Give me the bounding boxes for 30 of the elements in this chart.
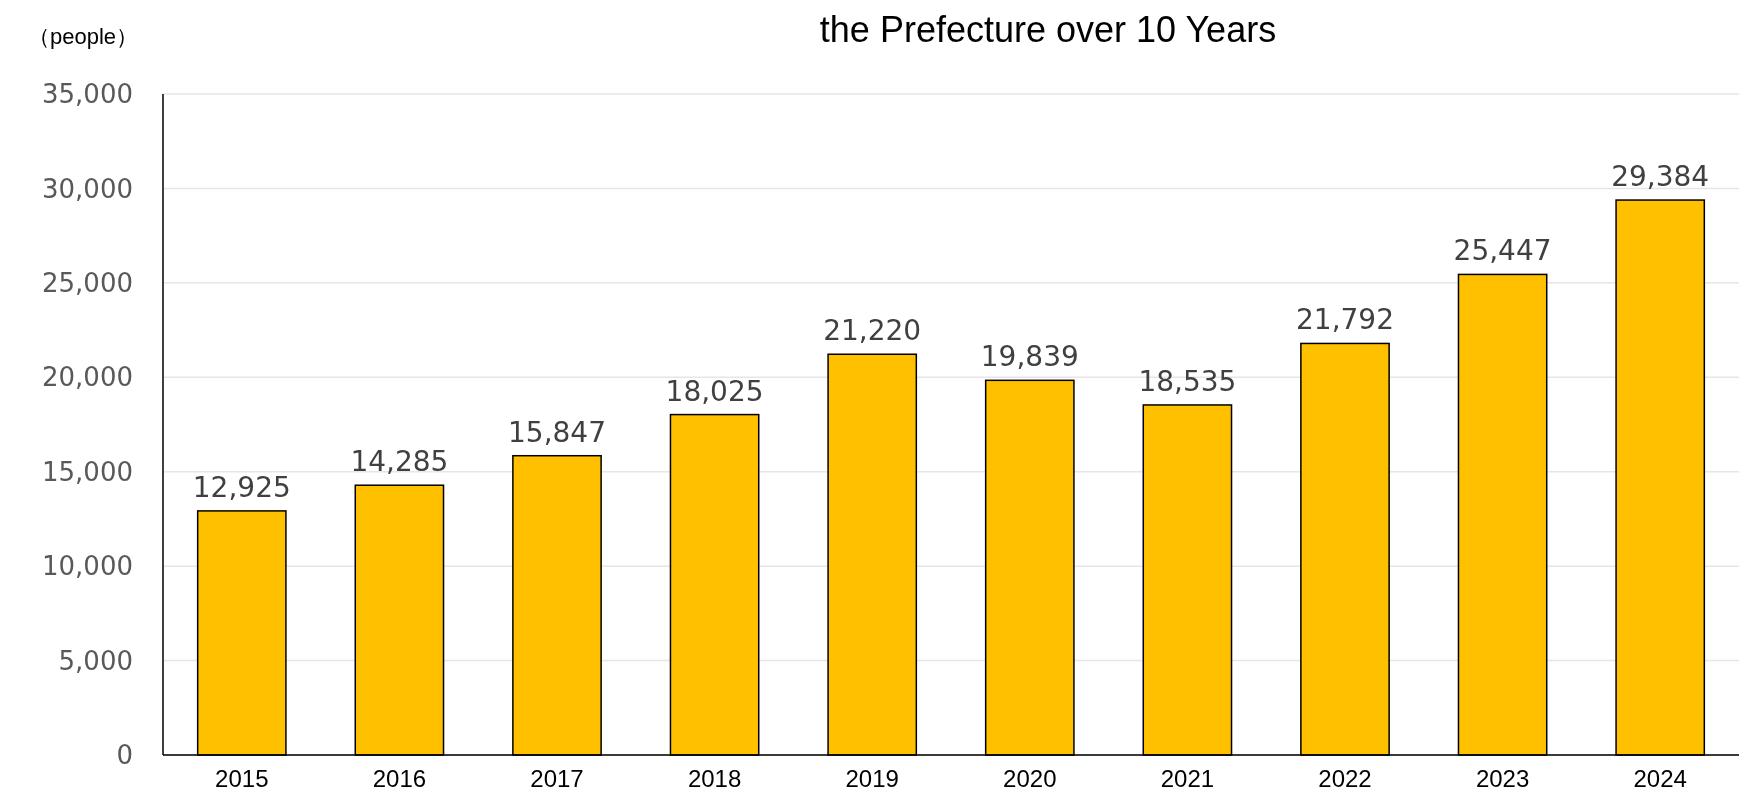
x-tick-label: 2018 — [687, 765, 742, 792]
x-tick-label: 2017 — [530, 765, 584, 792]
y-tick-label: 30,000 — [42, 173, 133, 204]
data-label: 15,847 — [508, 415, 606, 449]
data-label: 19,839 — [980, 340, 1079, 374]
x-tick-label: 2023 — [1475, 765, 1530, 792]
data-label: 21,792 — [1296, 303, 1394, 337]
data-label: 12,925 — [192, 470, 291, 504]
data-label: 21,220 — [823, 314, 922, 348]
x-tick-label: 2024 — [1633, 765, 1687, 792]
y-tick-label: 20,000 — [42, 362, 133, 393]
y-tick-label: 0 — [116, 740, 133, 771]
data-label: 14,285 — [350, 445, 449, 479]
x-tick-label: 2022 — [1318, 765, 1372, 792]
y-axis-title: （people） — [28, 24, 139, 49]
y-tick-label: 5,000 — [58, 645, 133, 676]
y-tick-label: 15,000 — [42, 456, 133, 487]
data-label: 29,384 — [1611, 160, 1710, 194]
x-tick-label: 2019 — [845, 765, 899, 792]
y-tick-label: 25,000 — [42, 267, 133, 298]
y-tick-label: 35,000 — [42, 79, 133, 110]
data-label: 25,447 — [1453, 234, 1552, 268]
y-tick-label: 10,000 — [42, 551, 133, 582]
x-tick-label: 2021 — [1160, 765, 1215, 792]
x-tick-label: 2015 — [215, 765, 269, 792]
data-label: 18,535 — [1138, 364, 1237, 398]
x-tick-label: 2016 — [372, 765, 427, 792]
chart-title: the Prefecture over 10 Years — [819, 9, 1277, 50]
x-tick-label: 2020 — [1003, 765, 1057, 792]
data-label: 18,025 — [665, 374, 764, 408]
